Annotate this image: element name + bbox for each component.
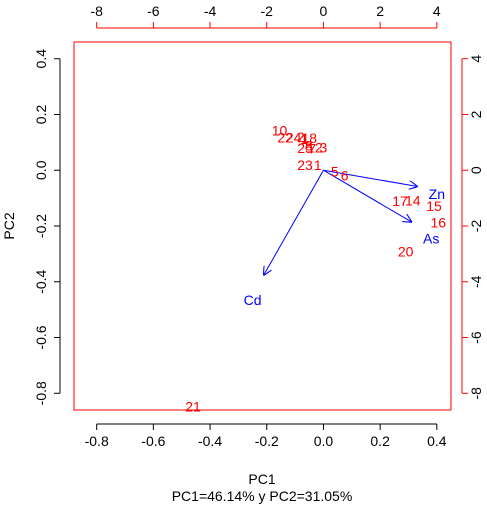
score-label: 3 [320,139,328,155]
bottom-tick-label: 0.0 [314,433,334,449]
loading-label-zn: Zn [429,186,445,202]
top-tick-label: 2 [376,3,384,19]
right-tick-label: -6 [468,331,484,344]
right-tick-label: 0 [468,166,484,174]
right-tick-label: -2 [468,220,484,233]
left-tick-label: 0.2 [33,105,49,125]
bottom-tick-label: 0.4 [427,433,447,449]
loading-arrow-cd [264,169,324,275]
loading-arrow-as [323,169,411,222]
bottom-tick-label: 0.2 [370,433,390,449]
score-label: 20 [398,244,414,260]
loading-label-cd: Cd [244,292,262,308]
left-axis: -0.8 -0.6 -0.4 -0.2 0.0 0.2 0.4 [33,49,61,405]
score-label: 10 [272,123,288,139]
left-tick-label: -0.2 [33,214,49,238]
score-label: 2 [297,129,305,145]
bottom-tick-label: -0.6 [141,433,165,449]
bottom-tick-label: -0.2 [255,433,279,449]
top-tick-label: -4 [204,3,217,19]
score-label: 14 [405,192,421,208]
score-label: 16 [430,215,446,231]
right-tick-label: 2 [468,110,484,118]
score-label: 12 [307,139,323,155]
score-label: 25 [297,140,313,156]
x-axis-label: PC1 [248,471,275,487]
left-tick-label: -0.6 [33,325,49,349]
y-axis-label: PC2 [1,212,17,239]
right-tick-label: 4 [468,55,484,63]
loading-label-as: As [423,231,439,247]
left-tick-label: 0.0 [33,160,49,180]
top-tick-label: -6 [147,3,160,19]
top-tick-label: -2 [261,3,274,19]
score-label: 21 [185,399,201,415]
score-label: 1 [314,157,322,173]
score-label: 18 [301,130,317,146]
left-tick-label: -0.8 [33,381,49,405]
score-label: 6 [341,167,349,183]
right-tick-label: -4 [468,275,484,288]
score-label: 7 [308,140,316,156]
score-label: 22 [277,129,293,145]
score-label: 5 [331,164,339,180]
top-tick-label: 4 [433,3,441,19]
left-tick-label: 0.4 [33,49,49,69]
score-label: 24 [286,129,302,145]
plot-frame [73,41,452,411]
bottom-axis: -0.8 -0.6 -0.4 -0.2 0.0 0.2 0.4 [85,423,447,449]
score-label: 23 [297,157,313,173]
left-tick-label: -0.4 [33,269,49,293]
score-label: 15 [426,198,442,214]
loading-arrows: Zn As Cd [244,169,445,308]
top-tick-label: -8 [90,3,103,19]
right-tick-label: -8 [468,387,484,400]
top-axis: -8 -6 -4 -2 0 2 4 [90,3,441,29]
bottom-tick-label: -0.4 [198,433,222,449]
score-label: 17 [392,193,408,209]
top-tick-label: 0 [320,3,328,19]
right-axis: -8 -6 -4 -2 0 2 4 [461,55,484,400]
score-label: 1 [300,131,308,147]
loading-arrow-zn [323,169,417,186]
bottom-tick-label: -0.8 [85,433,109,449]
score-label: 8 [305,138,313,154]
chart-subtitle: PC1=46.14% y PC2=31.05% [172,488,353,504]
